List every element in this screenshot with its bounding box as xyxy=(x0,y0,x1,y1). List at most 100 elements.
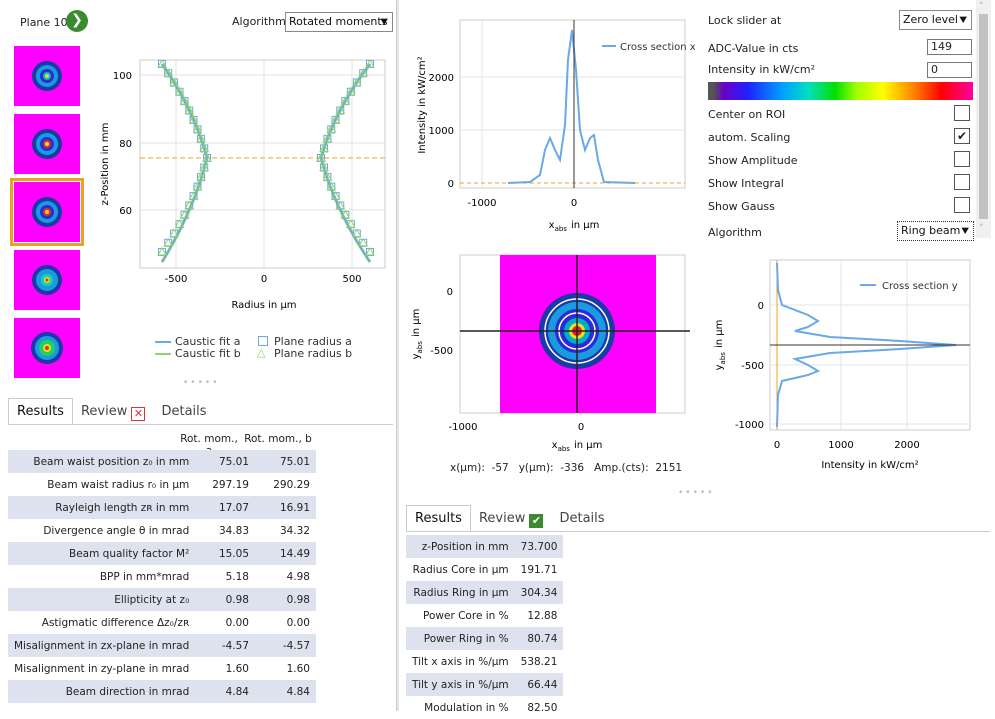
plane-thumbnail[interactable] xyxy=(14,318,80,378)
row-label: Rayleigh length zʀ in mm xyxy=(8,496,196,519)
caustic-chart[interactable]: 100 80 60 -500 0 500 Radius in µm z-Posi… xyxy=(95,50,390,320)
lock-slider-label: Lock slider at xyxy=(708,14,782,27)
tab-review[interactable]: Review ✔ xyxy=(471,506,552,533)
beam-thumbnail-image xyxy=(31,332,63,364)
plane-radius-b-marker xyxy=(169,77,179,86)
value-a: 0.00 xyxy=(195,611,255,634)
axis-label-unit: in µm xyxy=(574,440,602,451)
next-plane-button[interactable]: ❯ xyxy=(66,10,88,32)
auto-scaling-checkbox[interactable]: ✔ xyxy=(954,128,970,144)
plane-thumbnail[interactable] xyxy=(14,46,80,106)
scroll-up-icon[interactable]: ˄ xyxy=(979,2,984,12)
plane-radius-b-marker xyxy=(346,86,356,96)
cursor-x-label: x(µm): xyxy=(450,462,485,474)
plane-radius-b-marker xyxy=(319,143,329,152)
legend-cross-y: Cross section y xyxy=(882,281,958,292)
tab-divider xyxy=(8,424,393,425)
auto-scaling-label: autom. Scaling xyxy=(708,131,791,144)
plane-radius-markers xyxy=(157,58,375,256)
intensity-input[interactable]: 0 xyxy=(927,62,972,78)
tab-results[interactable]: Results xyxy=(8,398,73,425)
row-label: BPP in mm*mrad xyxy=(8,565,196,588)
row-value: 66.44 xyxy=(514,673,564,696)
value-a: -4.57 xyxy=(195,634,255,657)
plane-radius-b-marker xyxy=(202,152,212,162)
plane-radius-b-marker xyxy=(322,172,333,181)
triangle-marker-icon: △ xyxy=(257,346,266,359)
tab-review[interactable]: Review ✕ xyxy=(73,399,154,426)
color-scale-slider[interactable] xyxy=(708,82,973,100)
plane-thumbnail[interactable] xyxy=(14,250,80,310)
plane-radius-b-marker xyxy=(199,162,210,172)
value-a: 297.19 xyxy=(195,473,255,496)
center-roi-checkbox[interactable] xyxy=(954,105,970,121)
cursor-amp-label: Amp.(cts): xyxy=(594,462,649,474)
cross-section-y-chart[interactable]: Cross section y 0 -500 -1000 0 1000 2000… xyxy=(700,255,980,480)
algorithm-select-value: Rotated moments xyxy=(289,15,388,28)
plane-radius-b-marker xyxy=(322,133,333,143)
axis-label-var: y xyxy=(411,353,422,359)
plane-radius-b-marker xyxy=(330,191,341,200)
plane-radius-b-marker xyxy=(326,124,337,133)
tab-divider xyxy=(406,531,990,532)
scrollbar-thumb[interactable] xyxy=(979,14,988,219)
lock-slider-value: Zero level xyxy=(903,13,958,26)
beam-thumbnail-image xyxy=(32,265,62,295)
plane-radius-b-marker xyxy=(196,133,206,143)
show-integral-checkbox[interactable] xyxy=(954,174,970,190)
value-b: 14.49 xyxy=(255,542,316,565)
controls-scrollbar[interactable]: ˄ ˅ xyxy=(976,0,991,238)
legend-plane-b: Plane radius b xyxy=(274,347,353,360)
y-tick-label: -500 xyxy=(741,361,764,372)
plane-thumbnail-selected[interactable] xyxy=(10,178,84,246)
axis-label-sub: abs xyxy=(719,352,727,365)
splitter-handle[interactable]: ••••• xyxy=(678,488,715,498)
value-b: 0.00 xyxy=(255,611,316,634)
tab-details[interactable]: Details xyxy=(559,511,605,526)
plane-radius-b-marker xyxy=(184,200,195,209)
x-tick-label: 2000 xyxy=(894,440,919,451)
row-value: 80.74 xyxy=(514,627,564,650)
check-icon: ✔ xyxy=(529,514,544,528)
x-tick-label: -500 xyxy=(165,274,188,285)
table-row: Misalignment in zy-plane in mrad 1.60 1.60 xyxy=(8,657,316,680)
show-gauss-checkbox[interactable] xyxy=(954,197,970,213)
chevron-down-icon: ⯆ xyxy=(960,224,970,238)
adc-input[interactable]: 149 xyxy=(927,39,972,55)
x-axis-label: xabs in µm xyxy=(552,440,603,453)
lock-slider-select[interactable]: Zero level ⯆ xyxy=(899,10,972,30)
plane-radius-b-marker xyxy=(335,105,346,114)
cross-section-x-chart[interactable]: Cross section x 2000 1000 0 -1000 0 xabs… xyxy=(410,10,695,240)
show-amplitude-label: Show Amplitude xyxy=(708,154,798,167)
y-tick-label: 2000 xyxy=(429,73,454,84)
y-axis-label: z-Position in mm xyxy=(100,123,111,206)
splitter-handle[interactable]: ••••• xyxy=(183,378,220,388)
legend-body: Caustic fit a Caustic fit b Plane radius… xyxy=(155,335,385,365)
tab-results[interactable]: Results xyxy=(406,505,471,532)
y-tick-label: 0 xyxy=(447,287,453,298)
legend-swatch-fit-a xyxy=(155,341,171,343)
algorithm-select[interactable]: Rotated moments ⯆ xyxy=(285,12,393,32)
pane-separator[interactable] xyxy=(397,0,399,711)
value-b: 16.91 xyxy=(255,496,316,519)
row-label: Power Core in % xyxy=(406,604,515,627)
beam-image-2d[interactable]: 0 -500 -1000 0 xabs in µm yabsin µm xyxy=(405,250,695,460)
row-label: Beam waist position z₀ in mm xyxy=(8,450,196,473)
center-roi-label: Center on ROI xyxy=(708,108,786,121)
plot-area xyxy=(459,19,686,189)
x-tick-label: 0 xyxy=(571,198,577,209)
tab-review-label: Review xyxy=(478,511,526,526)
x-tick-label: 1000 xyxy=(828,440,853,451)
scroll-down-icon[interactable]: ˅ xyxy=(979,224,984,234)
show-amplitude-checkbox[interactable] xyxy=(954,151,970,167)
table-row: Misalignment in zx-plane in mrad -4.57 -4.… xyxy=(8,634,316,657)
axis-label-var: y xyxy=(714,364,725,370)
table-row: Modulation in % 82.50 xyxy=(406,696,564,719)
axis-label-sub: abs xyxy=(558,445,571,453)
x-axis-label: xabs in µm xyxy=(549,220,600,233)
value-a: 75.01 xyxy=(195,450,255,473)
ring-algorithm-select[interactable]: Ring beam ⯆ xyxy=(897,221,974,241)
tab-details[interactable]: Details xyxy=(161,404,207,419)
plane-radius-b-marker xyxy=(188,191,199,200)
plane-thumbnail[interactable] xyxy=(14,114,80,174)
